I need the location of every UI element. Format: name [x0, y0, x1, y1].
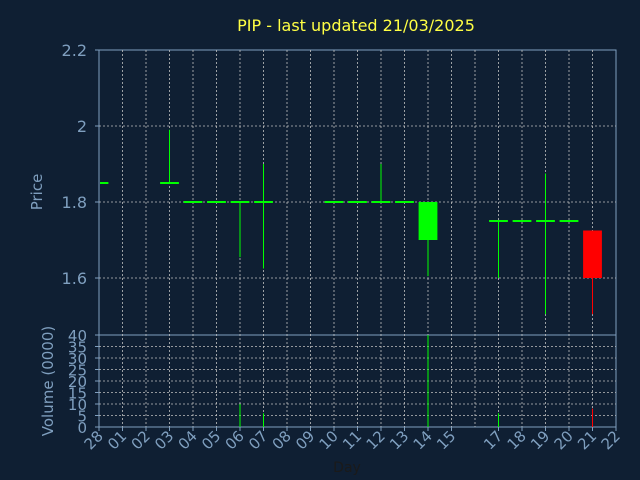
volume-tick-label: 30 — [68, 350, 87, 368]
candle-body — [418, 202, 438, 240]
price-axis-label: Price — [28, 174, 46, 211]
x-tick-label: 21 — [574, 427, 600, 453]
x-tick-label: 05 — [198, 427, 224, 453]
x-tick-label: 03 — [151, 427, 177, 453]
x-tick-label: 17 — [480, 427, 506, 453]
x-tick-label: 20 — [551, 427, 577, 453]
x-tick-label: 19 — [527, 427, 553, 453]
volume-tick-label: 10 — [68, 396, 87, 414]
chart-title: PIP - last updated 21/03/2025 — [237, 16, 475, 35]
volume-axis-label: Volume (0000) — [39, 326, 57, 436]
price-tick-label: 2.2 — [62, 41, 87, 60]
volume-tick-label: 0 — [77, 419, 87, 437]
price-tick-label: 1.8 — [62, 193, 87, 212]
x-tick-label: 11 — [339, 427, 365, 453]
volume-tick-label: 25 — [68, 362, 87, 380]
price-tick-label: 1.6 — [62, 269, 87, 288]
x-tick-label: 12 — [363, 427, 389, 453]
x-tick-label: 22 — [598, 427, 624, 453]
x-tick-label: 06 — [222, 427, 248, 453]
x-tick-label: 14 — [410, 427, 436, 453]
x-tick-label: 04 — [175, 427, 201, 453]
volume-tick-label: 20 — [68, 373, 87, 391]
volume-tick-label: 40 — [68, 327, 87, 345]
x-tick-label: 07 — [245, 427, 271, 453]
price-plot-frame — [98, 49, 617, 336]
x-tick-label: 18 — [504, 427, 530, 453]
volume-tick-label: 35 — [68, 339, 87, 357]
x-tick-label: 08 — [269, 427, 295, 453]
x-tick-label: 13 — [386, 427, 412, 453]
volume-tick-label: 5 — [77, 408, 87, 426]
x-tick-label: 09 — [292, 427, 318, 453]
grid-layer — [95, 49, 617, 431]
x-tick-label: 15 — [433, 427, 459, 453]
x-tick-label: 01 — [104, 427, 130, 453]
price-tick-label: 2 — [77, 117, 87, 136]
x-axis-label: Day — [333, 460, 361, 476]
volume-tick-label: 15 — [68, 385, 87, 403]
candle-body — [583, 230, 602, 278]
marks-layer — [100, 129, 602, 427]
x-tick-label: 10 — [316, 427, 342, 453]
x-tick-label: 02 — [128, 427, 154, 453]
